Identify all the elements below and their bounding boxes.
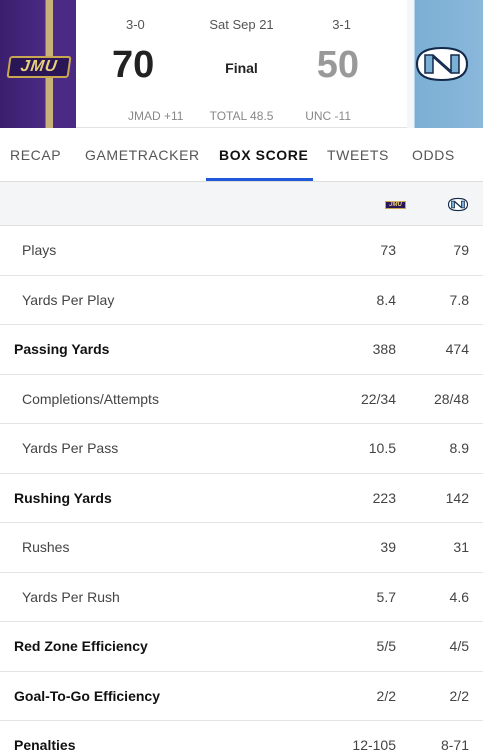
stat-value-jmu: 10.5 bbox=[368, 440, 396, 456]
stat-label: Yards Per Rush bbox=[22, 588, 120, 605]
stat-value-unc: 8.9 bbox=[449, 440, 469, 456]
game-date: Sat Sep 21 bbox=[209, 17, 274, 32]
away-spread: JMAD +11 bbox=[128, 109, 184, 123]
game-status: Final bbox=[225, 60, 258, 76]
stat-row: Completions/Attempts 22/34 28/48 bbox=[0, 375, 483, 424]
stat-label: Passing Yards bbox=[14, 341, 110, 357]
stat-label: Plays bbox=[22, 242, 57, 258]
tab-box-score[interactable]: BOX SCORE bbox=[219, 147, 309, 163]
game-tabs: RECAP GAMETRACKER BOX SCORE TWEETS ODDS bbox=[0, 128, 483, 182]
stat-label: Rushing Yards bbox=[14, 489, 112, 506]
stat-label: Goal-To-Go Efficiency bbox=[14, 687, 160, 704]
stat-label: Completions/Attempts bbox=[22, 390, 159, 407]
stat-value-unc: 8-71 bbox=[440, 737, 469, 750]
tab-recap[interactable]: RECAP bbox=[10, 147, 62, 163]
stat-row: Penalties 12-105 8-71 bbox=[0, 721, 483, 750]
home-record: 3-1 bbox=[332, 17, 351, 32]
stat-value-jmu: 73 bbox=[380, 242, 396, 258]
stat-row: Rushes 39 31 bbox=[0, 523, 483, 573]
stats-team-header: JMU bbox=[0, 182, 483, 226]
scoreboard: 3-0 Sat Sep 21 3-1 70 Final 50 JMAD +11 … bbox=[76, 0, 407, 128]
stat-value-jmu: 2/2 bbox=[376, 687, 396, 704]
stat-row: Yards Per Play 8.4 7.8 bbox=[0, 276, 483, 325]
stat-value-unc: 7.8 bbox=[449, 291, 469, 308]
stat-value-jmu: 5/5 bbox=[376, 638, 396, 654]
stat-value-unc: 474 bbox=[445, 341, 469, 357]
stat-row: Yards Per Pass 10.5 8.9 bbox=[0, 424, 483, 474]
stat-row: Red Zone Efficiency 5/5 4/5 bbox=[0, 622, 483, 672]
away-record: 3-0 bbox=[126, 17, 145, 32]
stat-value-jmu: 5.7 bbox=[376, 588, 396, 605]
stat-row: Yards Per Rush 5.7 4.6 bbox=[0, 573, 483, 622]
tab-gametracker[interactable]: GAMETRACKER bbox=[85, 147, 200, 163]
game-header: JMU 3-0 Sat Sep 21 3-1 70 Final 50 JMAD … bbox=[0, 0, 483, 128]
stat-value-unc: 142 bbox=[445, 489, 469, 506]
stat-value-jmu: 223 bbox=[372, 489, 396, 506]
stat-row: Passing Yards 388 474 bbox=[0, 325, 483, 375]
home-score: 50 bbox=[316, 44, 359, 86]
tab-odds[interactable]: ODDS bbox=[412, 147, 455, 163]
stat-value-unc: 4.6 bbox=[449, 588, 469, 605]
box-score-stats: Plays 73 79 Yards Per Play 8.4 7.8 Passing Yar… bbox=[0, 226, 483, 750]
unc-column-logo bbox=[447, 197, 469, 212]
stat-value-unc: 2/2 bbox=[449, 687, 469, 704]
jmu-column-logo: JMU bbox=[385, 201, 406, 209]
stat-row: Goal-To-Go Efficiency 2/2 2/2 bbox=[0, 672, 483, 721]
stat-value-unc: 28/48 bbox=[433, 390, 469, 407]
home-spread: UNC -11 bbox=[305, 109, 351, 123]
active-tab-indicator bbox=[206, 178, 313, 181]
stat-value-jmu: 12-105 bbox=[352, 737, 396, 750]
stat-value-jmu: 388 bbox=[372, 341, 396, 357]
tab-tweets[interactable]: TWEETS bbox=[327, 147, 389, 163]
stat-label: Penalties bbox=[14, 737, 76, 750]
stat-value-jmu: 39 bbox=[380, 539, 396, 555]
stat-label: Yards Per Play bbox=[22, 291, 115, 308]
home-team-banner[interactable] bbox=[407, 0, 483, 128]
stat-row: Rushing Yards 223 142 bbox=[0, 474, 483, 523]
stat-label: Rushes bbox=[22, 539, 70, 555]
stat-value-unc: 31 bbox=[453, 539, 469, 555]
stat-value-unc: 79 bbox=[453, 242, 469, 258]
stat-label: Yards Per Pass bbox=[22, 440, 119, 456]
unc-logo[interactable] bbox=[413, 44, 471, 84]
away-team-banner[interactable]: JMU bbox=[0, 0, 76, 128]
jmu-logo[interactable]: JMU bbox=[6, 56, 72, 78]
stat-value-jmu: 8.4 bbox=[376, 291, 396, 308]
stat-value-unc: 4/5 bbox=[449, 638, 469, 654]
stat-label: Red Zone Efficiency bbox=[14, 638, 148, 654]
stat-row: Plays 73 79 bbox=[0, 226, 483, 276]
game-total: TOTAL 48.5 bbox=[209, 109, 274, 123]
stat-value-jmu: 22/34 bbox=[360, 390, 396, 407]
away-score: 70 bbox=[112, 44, 155, 86]
